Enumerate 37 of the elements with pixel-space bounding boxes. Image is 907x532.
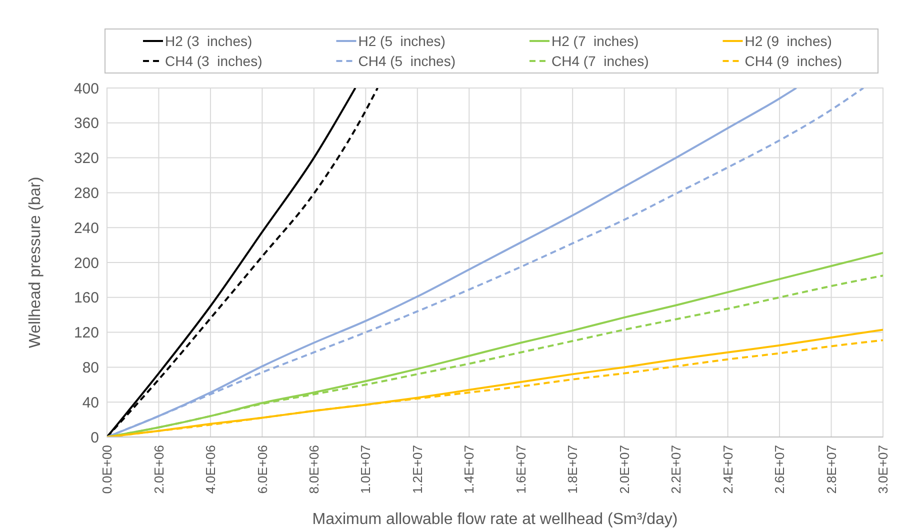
legend-label: CH4 (7 inches) <box>552 52 649 69</box>
legend-label: CH4 (3 inches) <box>165 52 262 69</box>
y-tick-label: 280 <box>74 184 99 202</box>
x-tick-label: 8.0E+06 <box>306 445 322 494</box>
legend-label: H2 (7 inches) <box>552 32 639 49</box>
x-tick-label: 1.2E+07 <box>410 445 425 494</box>
y-tick-label: 200 <box>74 254 99 272</box>
x-tick-label: 0.0E+00 <box>100 445 115 494</box>
y-tick-label: 80 <box>82 359 99 376</box>
x-tick-label: 2.4E+07 <box>720 445 736 494</box>
y-tick-label: 400 <box>74 80 99 98</box>
x-tick-label: 1.8E+07 <box>565 445 580 494</box>
y-tick-label: 360 <box>74 115 99 132</box>
x-tick-label: 1.0E+07 <box>358 445 374 494</box>
legend-label: CH4 (5 inches) <box>358 52 456 69</box>
x-tick-label: 2.8E+07 <box>824 445 839 494</box>
y-tick-label: 320 <box>74 150 99 168</box>
x-tick-label: 1.6E+07 <box>513 445 528 494</box>
y-tick-label: 160 <box>74 290 99 307</box>
x-tick-label: 1.4E+07 <box>462 445 477 494</box>
x-tick-label: 2.0E+07 <box>616 445 632 494</box>
y-tick-label: 40 <box>82 394 99 412</box>
y-axis-title: Wellhead pressure (bar) <box>27 176 44 348</box>
x-tick-label: 2.6E+07 <box>772 445 788 494</box>
legend-label: H2 (5 inches) <box>358 32 446 49</box>
x-tick-label: 4.0E+06 <box>203 445 218 494</box>
x-tick-label: 6.0E+06 <box>254 445 270 494</box>
legend-label: H2 (9 inches) <box>744 32 832 49</box>
x-tick-label: 2.0E+06 <box>151 445 166 494</box>
x-tick-label: 2.2E+07 <box>668 445 684 494</box>
y-tick-label: 120 <box>74 324 99 342</box>
x-tick-label: 3.0E+07 <box>876 445 891 494</box>
y-tick-label: 240 <box>74 220 99 237</box>
legend-label: H2 (3 inches) <box>165 32 252 49</box>
legend-label: CH4 (9 inches) <box>744 52 842 69</box>
y-tick-label: 0 <box>90 429 99 446</box>
x-axis-title: Maximum allowable flow rate at wellhead (Sm³/day) <box>312 511 678 528</box>
